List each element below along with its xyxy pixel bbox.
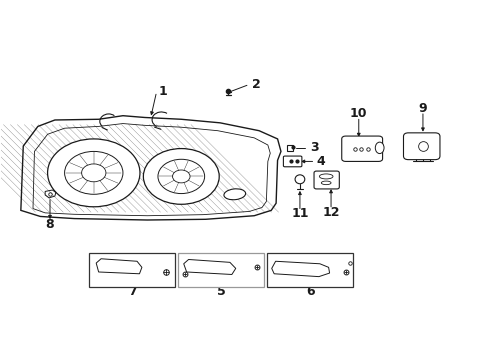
Text: 10: 10 <box>349 107 367 120</box>
Ellipse shape <box>224 189 245 200</box>
Text: 3: 3 <box>309 141 318 154</box>
Bar <box>89 253 175 287</box>
Bar <box>266 253 353 287</box>
Ellipse shape <box>319 174 332 179</box>
Text: 8: 8 <box>45 218 54 231</box>
FancyBboxPatch shape <box>313 171 339 189</box>
Text: 4: 4 <box>315 155 324 168</box>
Ellipse shape <box>321 181 330 185</box>
Text: 7: 7 <box>127 285 136 298</box>
Text: 6: 6 <box>305 285 314 298</box>
Circle shape <box>64 152 122 194</box>
Circle shape <box>158 159 204 194</box>
Text: 9: 9 <box>418 102 427 115</box>
Text: 1: 1 <box>158 85 167 98</box>
Circle shape <box>81 164 106 182</box>
Text: 12: 12 <box>322 206 339 219</box>
FancyBboxPatch shape <box>283 156 301 167</box>
Text: 11: 11 <box>290 207 308 220</box>
Bar <box>178 253 264 287</box>
Text: 2: 2 <box>252 78 261 91</box>
Ellipse shape <box>374 142 383 154</box>
Circle shape <box>143 149 219 204</box>
FancyBboxPatch shape <box>403 133 439 159</box>
Circle shape <box>172 170 190 183</box>
Text: 5: 5 <box>216 285 225 298</box>
Ellipse shape <box>294 175 304 184</box>
FancyBboxPatch shape <box>341 136 382 161</box>
Circle shape <box>47 139 140 207</box>
